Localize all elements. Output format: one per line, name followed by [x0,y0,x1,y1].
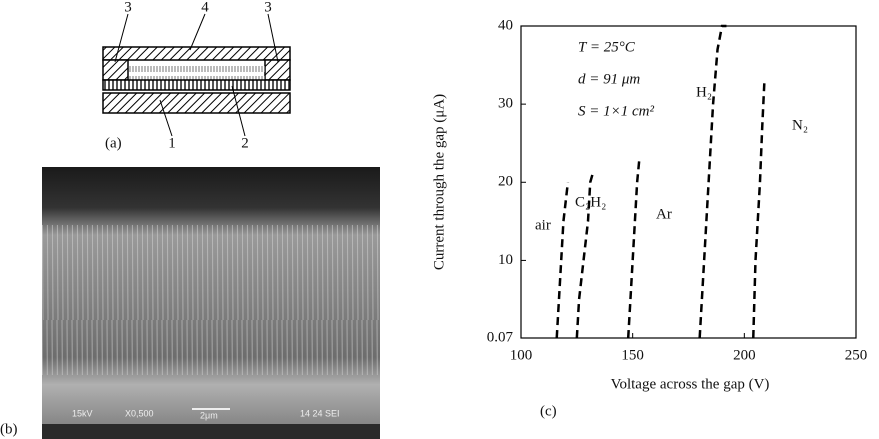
y-tick-label: 30 [498,96,513,112]
nanotube-forest [42,225,380,375]
annotation: d = 91 μm [578,71,640,87]
sem-info: X0,500 [125,408,154,418]
series-label: Ar [656,206,672,222]
figure: 3 4 3 1 2 (a) 15kV X0,500 2μm 14 24 SEI … [0,0,879,439]
annotation: S = 1×1 cm² [578,103,654,119]
data-line [753,81,764,338]
x-tick-label: 200 [733,347,756,363]
panel-label: (b) [0,421,18,437]
data-line [700,26,727,338]
y-tick-label: 0.07 [487,329,514,345]
spacer [103,60,128,80]
x-tick-label: 100 [510,347,533,363]
y-tick-label: 40 [498,17,513,33]
x-tick-label: 250 [845,347,868,363]
info-bar [42,424,380,439]
y-tick-label: 20 [498,174,513,190]
x-axis-label: Voltage across the gap (V) [611,376,770,392]
substrate [103,93,290,113]
series-label: N₂ [792,117,808,133]
panel-label: (a) [105,135,122,151]
sem-image: 15kV X0,500 2μm 14 24 SEI (b) [0,167,380,439]
data-line [628,159,639,338]
part-number: 2 [241,135,249,151]
leader-line [190,14,205,50]
plot-frame [521,26,856,338]
part-number: 3 [124,0,132,15]
sem-info: 15kV [72,408,93,418]
nanotubes [128,66,265,80]
chart: (c) Voltage across the gap (V) Current t… [431,17,867,419]
spacer [265,60,290,80]
data-line [557,182,568,338]
sem-info: 2μm [200,410,218,420]
top-electrode [103,47,290,60]
series-label: H₂ [696,84,712,100]
x-tick-label: 150 [621,347,644,363]
part-number: 1 [168,135,176,151]
y-axis-label: Current through the gap (μA) [431,94,447,270]
series-label: C₂H₂ [575,194,606,210]
part-number: 4 [201,0,209,15]
y-tick-label: 10 [498,252,513,268]
device-diagram: 3 4 3 1 2 (a) [103,0,290,151]
annotation: T = 25°C [578,39,636,55]
sem-info: 14 24 SEI [300,408,340,418]
panel-label: (c) [540,403,557,419]
series-label: air [535,217,551,233]
catalyst-layer [103,80,290,90]
part-number: 3 [264,0,272,15]
